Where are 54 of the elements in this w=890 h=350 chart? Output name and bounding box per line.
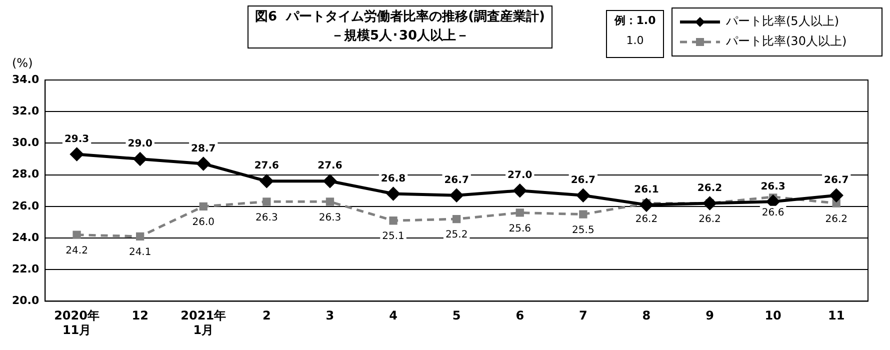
x-tick-label: 11 xyxy=(828,308,845,323)
y-tick-label: 30.0 xyxy=(12,136,40,150)
x-tick-label: 10 xyxy=(764,308,782,323)
data-label: 26.7 xyxy=(570,174,596,186)
x-tick-label: 12 xyxy=(132,308,148,323)
y-tick-label: 28.0 xyxy=(12,168,40,181)
chart-title: 図6 パートタイム労働者比率の推移(調査産業計) xyxy=(255,8,545,24)
data-label: 27.6 xyxy=(254,160,280,172)
data-label: 26.2 xyxy=(698,214,721,225)
data-label: 26.1 xyxy=(634,184,659,196)
legend-label: パート比率(30人以上) xyxy=(725,34,847,48)
text: 例：1.0 xyxy=(613,13,657,29)
x-tick-label: 8 xyxy=(642,308,651,323)
text: 1.0 xyxy=(625,33,645,49)
data-label: 26.7 xyxy=(824,174,849,186)
data-label: 26.6 xyxy=(762,208,784,219)
x-tick-label: 3 xyxy=(326,308,334,323)
data-label: 26.2 xyxy=(635,214,658,225)
data-label: 25.5 xyxy=(572,224,594,236)
data-label: 26.3 xyxy=(256,212,278,224)
y-tick-label: 26.0 xyxy=(12,199,40,212)
data-label: 26.0 xyxy=(192,216,215,228)
data-label: 26.7 xyxy=(444,174,469,186)
x-tick-label: 6 xyxy=(516,308,524,323)
x-tick-label: 7 xyxy=(578,308,588,323)
data-label: 25.1 xyxy=(382,231,404,242)
y-tick-label: 34.0 xyxy=(12,72,40,86)
data-label: 25.2 xyxy=(445,230,468,241)
data-label: 29.0 xyxy=(128,138,152,150)
y-tick-label: 32.0 xyxy=(12,104,40,118)
x-tick-label: 4 xyxy=(389,308,398,323)
data-label: 29.3 xyxy=(64,134,90,145)
y-tick-label: 24.0 xyxy=(12,230,40,244)
data-label: 26.2 xyxy=(825,214,848,225)
data-label: 24.1 xyxy=(128,247,152,258)
data-label: 27.0 xyxy=(508,170,532,182)
data-label: 26.8 xyxy=(380,173,406,184)
data-label: 26.3 xyxy=(318,212,342,224)
data-label: 26.2 xyxy=(697,182,722,194)
y-axis-title: (%) xyxy=(12,56,33,70)
x-tick-label: 5 xyxy=(452,308,461,323)
data-label: 27.6 xyxy=(318,160,342,172)
y-tick-label: 20.0 xyxy=(12,294,40,308)
data-label: 25.6 xyxy=(508,223,531,234)
chart-subtitle: －規模5人･30人以上－ xyxy=(330,28,470,44)
x-tick-label: 2021年 1月 xyxy=(180,308,226,337)
y-tick-label: 22.0 xyxy=(12,262,40,276)
data-label: 24.2 xyxy=(66,245,88,256)
legend-label: パート比率(5人以上) xyxy=(725,14,839,28)
data-label: 28.7 xyxy=(191,143,216,154)
x-tick-label: 2020年 11月 xyxy=(54,308,100,337)
data-label: 26.3 xyxy=(760,181,786,192)
x-tick-label: 2 xyxy=(262,308,271,323)
x-tick-label: 9 xyxy=(706,308,714,323)
